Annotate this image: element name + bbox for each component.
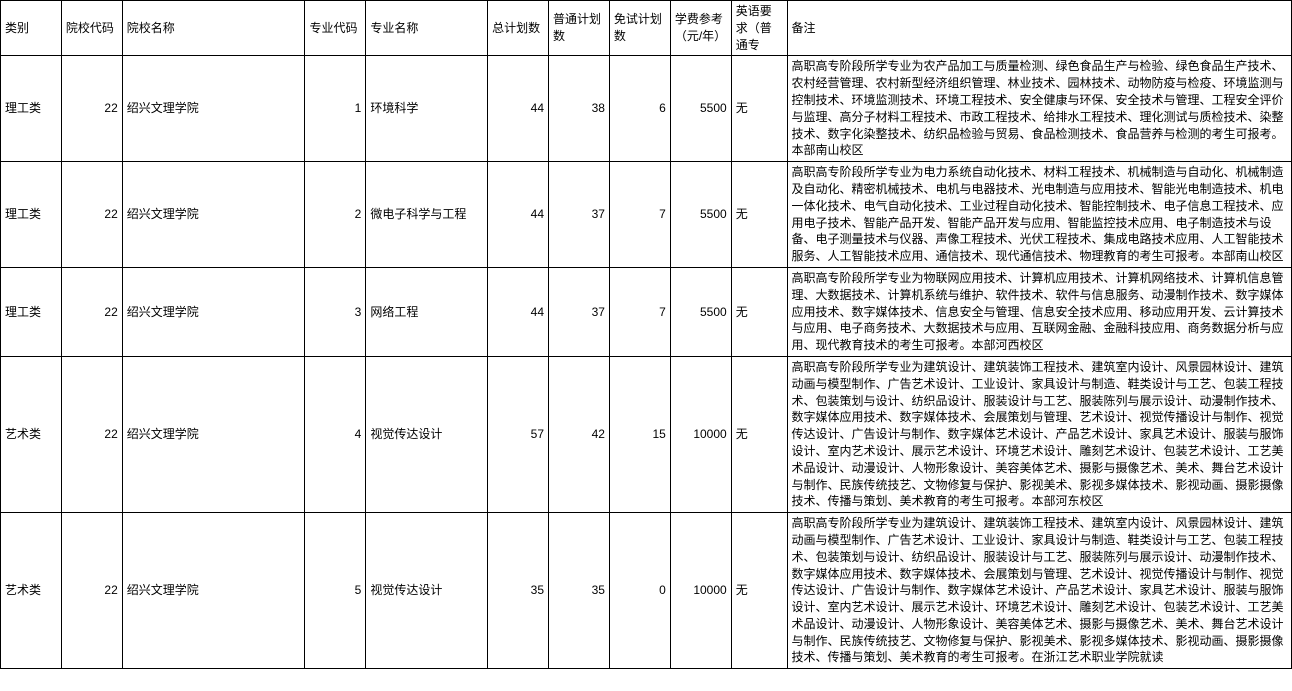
column-header: 专业代码 — [305, 1, 366, 56]
cell-remark: 高职高专阶段所学专业为物联网应用技术、计算机应用技术、计算机网络技术、计算机信息… — [787, 267, 1291, 356]
table-header: 类别院校代码院校名称专业代码专业名称总计划数普通计划数免试计划数学费参考（元/年… — [1, 1, 1292, 56]
table-row: 理工类22绍兴文理学院3网络工程443775500无高职高专阶段所学专业为物联网… — [1, 267, 1292, 356]
cell-tuition: 10000 — [670, 356, 731, 512]
cell-normal_plan: 38 — [549, 56, 610, 162]
cell-major_code: 1 — [305, 56, 366, 162]
cell-total_plan: 35 — [488, 513, 549, 669]
cell-school_name: 绍兴文理学院 — [122, 513, 305, 669]
column-header: 英语要求（普通专 — [731, 1, 787, 56]
column-header: 学费参考（元/年） — [670, 1, 731, 56]
cell-english: 无 — [731, 513, 787, 669]
cell-category: 艺术类 — [1, 513, 62, 669]
cell-school_name: 绍兴文理学院 — [122, 356, 305, 512]
column-header: 备注 — [787, 1, 1291, 56]
cell-major_name: 微电子科学与工程 — [366, 162, 488, 268]
cell-major_name: 视觉传达设计 — [366, 356, 488, 512]
cell-exempt_plan: 15 — [609, 356, 670, 512]
cell-tuition: 5500 — [670, 162, 731, 268]
table-body: 理工类22绍兴文理学院1环境科学443865500无高职高专阶段所学专业为农产品… — [1, 56, 1292, 669]
cell-category: 理工类 — [1, 162, 62, 268]
cell-school_name: 绍兴文理学院 — [122, 162, 305, 268]
cell-major_name: 视觉传达设计 — [366, 513, 488, 669]
cell-exempt_plan: 6 — [609, 56, 670, 162]
cell-remark: 高职高专阶段所学专业为建筑设计、建筑装饰工程技术、建筑室内设计、风景园林设计、建… — [787, 356, 1291, 512]
column-header: 专业名称 — [366, 1, 488, 56]
cell-total_plan: 44 — [488, 267, 549, 356]
column-header: 院校代码 — [61, 1, 122, 56]
column-header: 免试计划数 — [609, 1, 670, 56]
cell-total_plan: 44 — [488, 56, 549, 162]
cell-total_plan: 44 — [488, 162, 549, 268]
cell-major_name: 环境科学 — [366, 56, 488, 162]
enrollment-table: 类别院校代码院校名称专业代码专业名称总计划数普通计划数免试计划数学费参考（元/年… — [0, 0, 1292, 669]
cell-school_code: 22 — [61, 267, 122, 356]
cell-total_plan: 57 — [488, 356, 549, 512]
cell-exempt_plan: 7 — [609, 267, 670, 356]
table-row: 艺术类22绍兴文理学院4视觉传达设计57421510000无高职高专阶段所学专业… — [1, 356, 1292, 512]
cell-major_code: 5 — [305, 513, 366, 669]
cell-category: 理工类 — [1, 267, 62, 356]
cell-english: 无 — [731, 56, 787, 162]
column-header: 总计划数 — [488, 1, 549, 56]
cell-school_code: 22 — [61, 356, 122, 512]
cell-school_code: 22 — [61, 56, 122, 162]
cell-exempt_plan: 7 — [609, 162, 670, 268]
cell-english: 无 — [731, 162, 787, 268]
cell-normal_plan: 37 — [549, 267, 610, 356]
table-row: 理工类22绍兴文理学院2微电子科学与工程443775500无高职高专阶段所学专业… — [1, 162, 1292, 268]
cell-normal_plan: 35 — [549, 513, 610, 669]
cell-remark: 高职高专阶段所学专业为农产品加工与质量检测、绿色食品生产与检验、绿色食品生产技术… — [787, 56, 1291, 162]
cell-school_name: 绍兴文理学院 — [122, 267, 305, 356]
cell-remark: 高职高专阶段所学专业为电力系统自动化技术、材料工程技术、机械制造与自动化、机械制… — [787, 162, 1291, 268]
cell-english: 无 — [731, 356, 787, 512]
cell-category: 艺术类 — [1, 356, 62, 512]
cell-normal_plan: 37 — [549, 162, 610, 268]
column-header: 院校名称 — [122, 1, 305, 56]
cell-school_code: 22 — [61, 513, 122, 669]
cell-major_code: 2 — [305, 162, 366, 268]
column-header: 普通计划数 — [549, 1, 610, 56]
cell-tuition: 5500 — [670, 267, 731, 356]
cell-major_code: 3 — [305, 267, 366, 356]
cell-remark: 高职高专阶段所学专业为建筑设计、建筑装饰工程技术、建筑室内设计、风景园林设计、建… — [787, 513, 1291, 669]
table-row: 理工类22绍兴文理学院1环境科学443865500无高职高专阶段所学专业为农产品… — [1, 56, 1292, 162]
cell-category: 理工类 — [1, 56, 62, 162]
cell-tuition: 10000 — [670, 513, 731, 669]
table-row: 艺术类22绍兴文理学院5视觉传达设计3535010000无高职高专阶段所学专业为… — [1, 513, 1292, 669]
cell-major_name: 网络工程 — [366, 267, 488, 356]
cell-english: 无 — [731, 267, 787, 356]
cell-normal_plan: 42 — [549, 356, 610, 512]
cell-exempt_plan: 0 — [609, 513, 670, 669]
cell-school_name: 绍兴文理学院 — [122, 56, 305, 162]
cell-school_code: 22 — [61, 162, 122, 268]
column-header: 类别 — [1, 1, 62, 56]
cell-tuition: 5500 — [670, 56, 731, 162]
cell-major_code: 4 — [305, 356, 366, 512]
